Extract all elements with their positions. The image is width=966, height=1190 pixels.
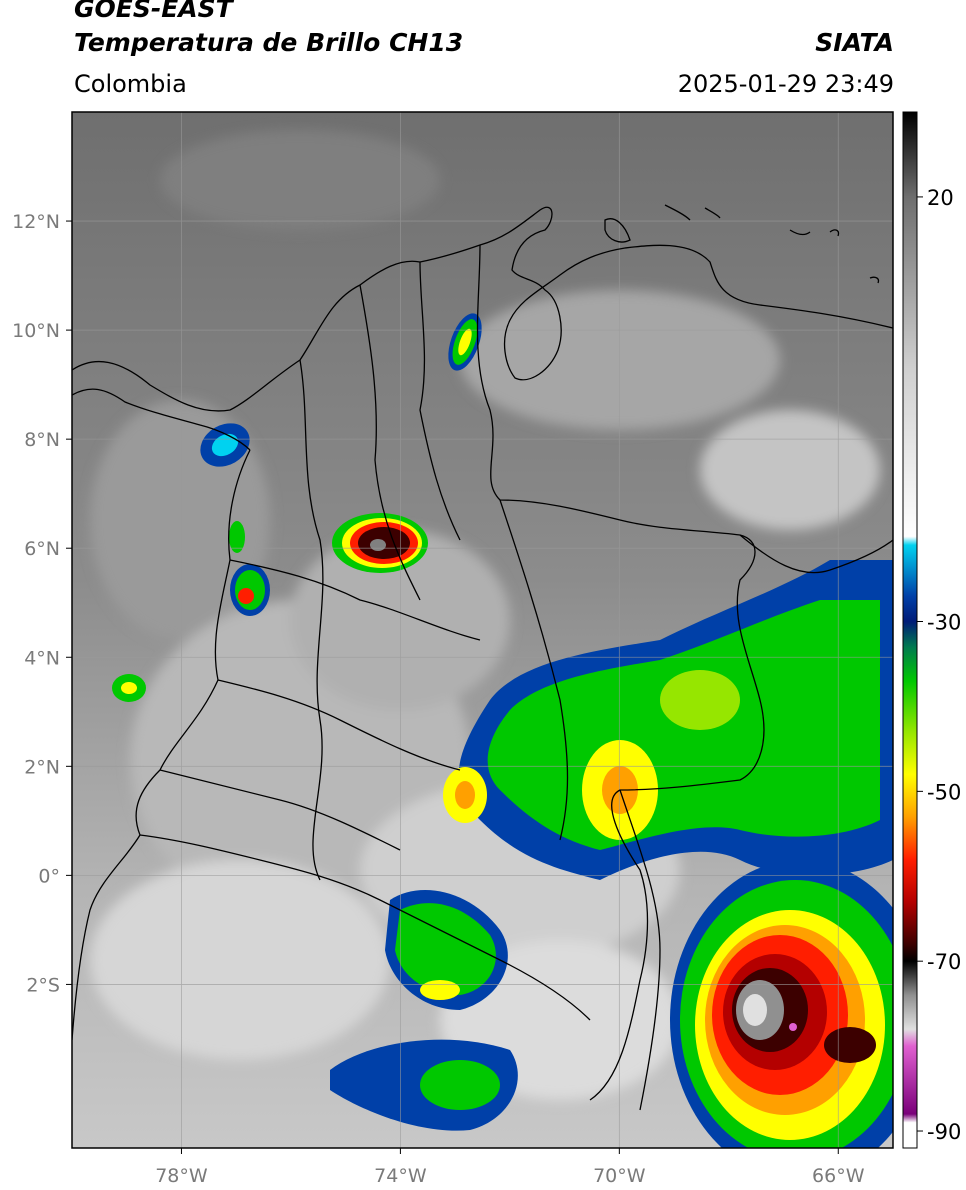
lat-tick-label: 2°N (24, 756, 60, 778)
map-frame (71, 111, 894, 1149)
lon-tick-label: 78°W (155, 1165, 208, 1187)
colorbar-ticks: 20 -30 -50 -70 -90 (917, 186, 961, 1144)
timestamp-label: 2025-01-29 23:49 (677, 70, 894, 98)
graticule (72, 112, 893, 1148)
lat-tick-label: 0° (38, 865, 60, 887)
colorbar: 20 -30 -50 -70 -90 (902, 111, 961, 1149)
latitude-ticks: 12°N 10°N 8°N 6°N 4°N 2°N 0° 2°S (12, 211, 72, 996)
lat-tick-label: 10°N (12, 320, 60, 342)
map-panel (72, 112, 893, 1148)
lat-tick-label: 2°S (26, 974, 60, 996)
colorbar-tick-label: -30 (927, 611, 961, 635)
colorbar-tick-label: -50 (927, 780, 961, 804)
lon-tick-label: 66°W (812, 1165, 865, 1187)
lat-tick-label: 4°N (24, 647, 60, 669)
region-label: Colombia (74, 70, 187, 98)
lat-tick-label: 6°N (24, 538, 60, 560)
coastlines-borders (72, 204, 893, 1111)
brand-label: SIATA (815, 28, 894, 57)
product-title: Temperatura de Brillo CH13 (74, 28, 464, 57)
lon-tick-label: 74°W (374, 1165, 427, 1187)
colorbar-tick-label: 20 (927, 186, 954, 210)
colorbar-strip (902, 111, 918, 1149)
colorbar-tick-label: -90 (927, 1120, 961, 1144)
lon-tick-label: 70°W (593, 1165, 646, 1187)
colorbar-tick-label: -70 (927, 950, 961, 974)
lat-tick-label: 12°N (12, 211, 60, 233)
longitude-ticks: 78°W 74°W 70°W 66°W (155, 1148, 865, 1187)
lat-tick-label: 8°N (24, 429, 60, 451)
satellite-title: GOES-EAST (74, 0, 233, 23)
